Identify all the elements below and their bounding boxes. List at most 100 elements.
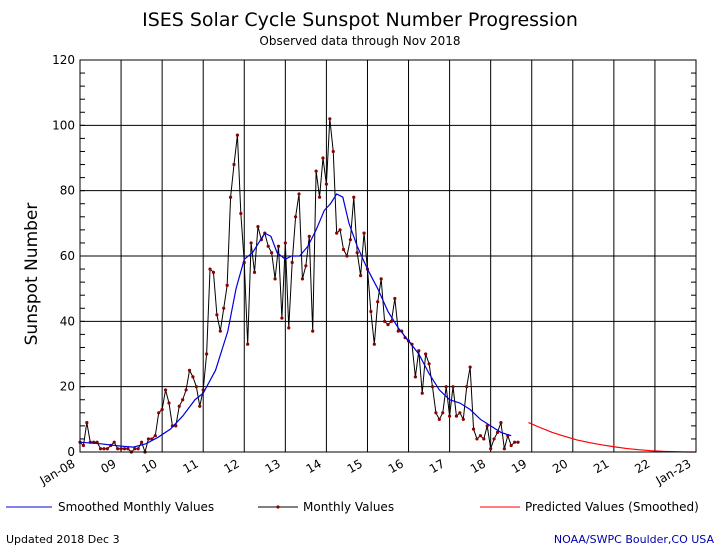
monthly-point — [307, 234, 311, 238]
y-tick-label-80: 80 — [60, 184, 75, 198]
x-tick-label-20: 20 — [550, 456, 570, 476]
chart-title: ISES Solar Cycle Sunspot Number Progress… — [142, 9, 578, 31]
predicted-series — [528, 422, 696, 453]
monthly-point — [376, 300, 380, 304]
legend-monthly-label: Monthly Values — [303, 500, 394, 514]
monthly-point — [427, 362, 431, 366]
monthly-point — [444, 385, 448, 389]
legend-monthly-marker — [276, 505, 280, 509]
monthly-point — [276, 244, 281, 248]
monthly-point — [177, 404, 181, 408]
monthly-point — [126, 447, 130, 451]
monthly-point — [174, 424, 178, 428]
monthly-point — [116, 447, 120, 451]
monthly-point — [270, 251, 274, 255]
monthly-point — [194, 385, 198, 389]
y-tick-label-120: 120 — [52, 53, 75, 67]
monthly-point — [157, 411, 161, 415]
monthly-point — [451, 385, 455, 389]
monthly-point — [297, 192, 301, 196]
monthly-point — [434, 411, 438, 415]
monthly-point — [102, 447, 106, 451]
monthly-point — [437, 417, 441, 421]
monthly-point — [359, 274, 363, 278]
monthly-point — [239, 211, 243, 216]
monthly-point — [379, 277, 383, 281]
chart-subtitle: Observed data through Nov 2018 — [259, 34, 460, 48]
monthly-point — [105, 447, 109, 451]
monthly-point — [146, 437, 151, 441]
monthly-point — [98, 447, 103, 451]
monthly-point — [266, 244, 270, 248]
monthly-point — [345, 254, 349, 258]
grid — [79, 59, 697, 453]
monthly-point — [300, 277, 305, 281]
monthly-point — [153, 434, 157, 438]
monthly-point — [492, 437, 496, 441]
monthly-point — [471, 427, 476, 431]
monthly-point — [81, 443, 86, 448]
monthly-point — [396, 329, 400, 333]
x-tick-label-15: 15 — [345, 456, 365, 476]
monthly-point — [246, 342, 250, 346]
y-tick-label-40: 40 — [60, 314, 75, 328]
monthly-point — [198, 404, 202, 408]
x-tick-label-12: 12 — [222, 456, 242, 476]
monthly-point — [208, 267, 212, 271]
monthly-point — [119, 447, 123, 451]
monthly-point — [372, 342, 376, 346]
monthly-point — [136, 447, 140, 451]
monthly-point — [454, 414, 459, 418]
legend-predicted-label: Predicted Values (Smoothed) — [525, 500, 699, 514]
monthly-point — [485, 424, 489, 428]
monthly-point — [417, 349, 421, 353]
monthly-point — [328, 117, 332, 121]
monthly-point — [273, 277, 277, 281]
monthly-point — [393, 296, 397, 301]
predicted-line — [528, 422, 696, 453]
monthly-point — [489, 447, 493, 451]
monthly-point — [232, 162, 236, 167]
monthly-point — [516, 440, 520, 444]
legend-smoothed-label: Smoothed Monthly Values — [58, 500, 214, 514]
monthly-point — [362, 231, 366, 235]
monthly-point — [225, 283, 229, 287]
smoothed-line — [79, 193, 512, 448]
monthly-point — [341, 247, 346, 252]
x-tick-label-Jan-23: Jan-23 — [653, 456, 694, 488]
monthly-point — [458, 411, 462, 415]
x-tick-label-21: 21 — [591, 456, 611, 476]
monthly-point — [352, 195, 356, 199]
monthly-point — [294, 215, 298, 219]
monthly-point — [495, 430, 500, 434]
monthly-point — [160, 407, 164, 412]
monthly-point — [424, 352, 428, 356]
monthly-point — [205, 352, 209, 356]
x-tick-labels: Jan-08 09 10 11 12 13 14 15 16 17 18 19 20 21 22 Jan-23 — [37, 456, 694, 488]
monthly-series — [78, 117, 520, 454]
monthly-point — [311, 329, 315, 333]
monthly-point — [335, 231, 339, 235]
x-tick-label-13: 13 — [263, 456, 283, 476]
monthly-point — [509, 443, 513, 448]
monthly-point — [324, 182, 328, 186]
monthly-point — [85, 421, 89, 425]
x-tick-label-14: 14 — [304, 456, 324, 476]
y-tick-label-20: 20 — [60, 380, 75, 394]
monthly-point — [321, 156, 325, 160]
monthly-point — [304, 264, 308, 268]
monthly-point — [386, 323, 390, 327]
x-tick-label-09: 09 — [98, 456, 118, 476]
y-tick-label-0: 0 — [67, 445, 75, 459]
y-tick-labels: 0 20 40 60 80 100 120 — [52, 53, 75, 459]
monthly-point — [222, 306, 226, 310]
monthly-point — [441, 411, 445, 415]
monthly-point — [215, 313, 219, 317]
monthly-point — [283, 241, 287, 245]
monthly-point — [499, 421, 503, 425]
monthly-point — [382, 319, 387, 323]
monthly-point — [369, 309, 373, 314]
monthly-point — [317, 195, 322, 199]
smoothed-series — [79, 193, 512, 448]
